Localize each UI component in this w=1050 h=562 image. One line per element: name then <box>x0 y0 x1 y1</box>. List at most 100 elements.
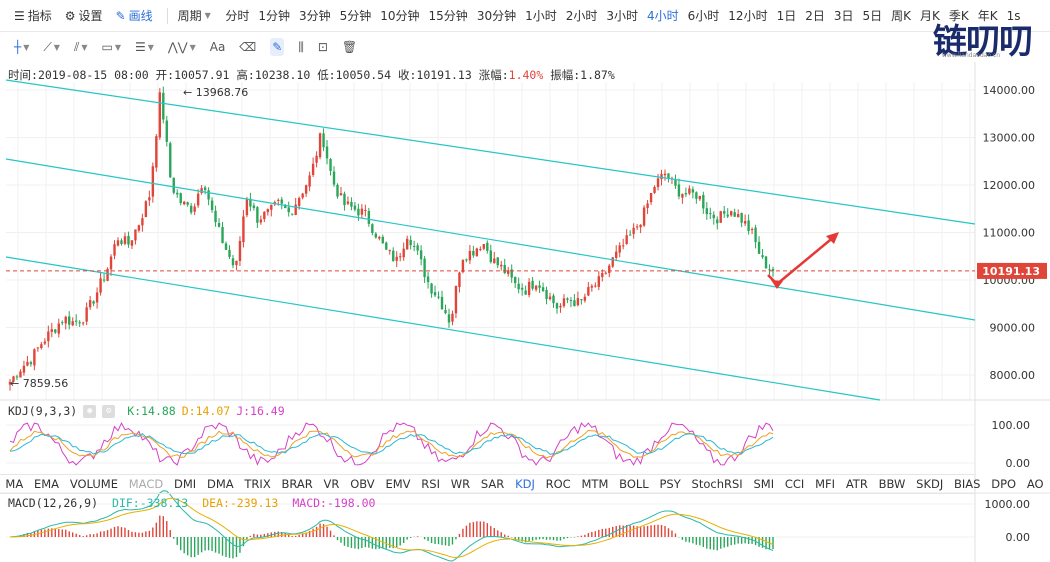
candle-body <box>475 248 479 257</box>
draw-button[interactable]: ✎ 画线 <box>116 7 153 24</box>
gear-icon[interactable]: ⚙ <box>102 404 116 418</box>
period-16[interactable]: 5日 <box>862 9 883 23</box>
period-11[interactable]: 6小时 <box>687 9 720 23</box>
rectangle-tool[interactable]: ▭ ▼ <box>101 40 121 54</box>
indicator-tab-ao[interactable]: AO <box>1026 477 1044 491</box>
indicator-tab-roc[interactable]: ROC <box>545 477 571 491</box>
lock-tool[interactable]: ⊡ <box>318 40 328 54</box>
period-1[interactable]: 1分钟 <box>258 9 290 23</box>
indicator-tab-atr[interactable]: ATR <box>845 477 868 491</box>
indicator-tab-emv[interactable]: EMV <box>385 477 411 491</box>
period-9[interactable]: 3小时 <box>606 9 639 23</box>
candle-body <box>639 224 642 228</box>
draw-mode-tool[interactable]: ✎ <box>270 38 285 56</box>
period-dropdown[interactable]: 周期 ▼ <box>178 7 211 24</box>
indicator-tab-boll[interactable]: BOLL <box>619 477 649 491</box>
indicator-tab-dpo[interactable]: DPO <box>991 477 1017 491</box>
candle-body <box>40 344 43 349</box>
period-4[interactable]: 10分钟 <box>380 9 420 23</box>
ohlc-info: 时间:2019-08-15 08:00 开:10057.91 高:10238.1… <box>8 67 615 83</box>
eye-icon[interactable]: ◉ <box>83 404 97 418</box>
candle-body <box>200 188 203 194</box>
indicator-tab-smi[interactable]: SMI <box>753 477 775 491</box>
candle-body <box>729 211 733 216</box>
period-2[interactable]: 3分钟 <box>298 9 331 23</box>
settings-button[interactable]: ⚙ 设置 <box>65 7 103 24</box>
period-3[interactable]: 5分钟 <box>339 9 372 23</box>
period-0[interactable]: 分时 <box>225 9 250 23</box>
period-15[interactable]: 3日 <box>833 9 854 23</box>
candle-body <box>130 240 134 246</box>
indicator-tab-cci[interactable]: CCI <box>784 477 805 491</box>
text-tool[interactable]: Aa <box>210 40 226 54</box>
candle-body <box>297 197 301 206</box>
indicator-tab-rsi[interactable]: RSI <box>421 477 440 491</box>
period-17[interactable]: 周K <box>891 9 912 23</box>
candle-body <box>573 300 576 307</box>
indicator-tab-brar[interactable]: BRAR <box>281 477 313 491</box>
period-12[interactable]: 12小时 <box>728 9 768 23</box>
candle-body <box>534 285 538 290</box>
candle-body <box>437 296 440 298</box>
fibonacci-tool[interactable]: ☰ ▼ <box>135 40 154 54</box>
candle-body <box>399 256 402 258</box>
indicators-button[interactable]: ☰ 指标 <box>14 7 52 24</box>
indicator-tab-skdj[interactable]: SKDJ <box>916 477 944 491</box>
candle-body <box>531 280 534 289</box>
indicator-tab-dma[interactable]: DMA <box>206 477 234 491</box>
candle-body <box>231 258 235 266</box>
period-19[interactable]: 季K <box>948 9 969 23</box>
parallel-channel-tool[interactable]: ⫽ ▼ <box>74 40 88 55</box>
indicator-tab-stochrsi[interactable]: StochRSI <box>691 477 743 491</box>
period-13[interactable]: 1日 <box>776 9 797 23</box>
wave-tool[interactable]: ⋀⋁ ▼ <box>168 40 196 54</box>
period-8[interactable]: 2小时 <box>565 9 598 23</box>
candle-body <box>144 201 148 218</box>
indicator-tab-bbw[interactable]: BBW <box>878 477 906 491</box>
period-7[interactable]: 1小时 <box>525 9 557 23</box>
indicator-tab-vr[interactable]: VR <box>323 477 340 491</box>
period-6[interactable]: 30分钟 <box>476 9 517 23</box>
indicator-tab-ma[interactable]: MA <box>5 477 24 491</box>
delete-tool[interactable]: 🗑 <box>342 40 357 54</box>
indicator-tab-obv[interactable]: OBV <box>350 477 375 491</box>
indicator-tab-kdj[interactable]: KDJ <box>515 477 535 491</box>
candle-body <box>771 269 775 271</box>
indicator-tab-wr[interactable]: WR <box>450 477 471 491</box>
chevron-down-icon: ▼ <box>114 42 121 52</box>
crosshair-tool[interactable]: ┼ ▼ <box>14 40 29 54</box>
line-tool[interactable]: ⟋ ▼ <box>43 40 60 55</box>
indicator-tab-macd[interactable]: MACD <box>128 477 164 491</box>
indicator-tab-trix[interactable]: TRIX <box>244 477 271 491</box>
indicator-tab-mfi[interactable]: MFI <box>815 477 836 491</box>
indicator-tab-mtm[interactable]: MTM <box>581 477 609 491</box>
period-18[interactable]: 月K <box>920 9 940 23</box>
magnet-tool[interactable]: ⫼ <box>298 40 304 55</box>
period-5[interactable]: 15分钟 <box>428 9 468 23</box>
candle-body <box>29 362 33 365</box>
candle-body <box>412 246 416 248</box>
indicator-tab-psy[interactable]: PSY <box>659 477 681 491</box>
candle-body <box>548 296 552 300</box>
candle-body <box>486 242 489 251</box>
period-14[interactable]: 2日 <box>805 9 825 23</box>
candle-body <box>621 245 625 247</box>
indicator-tab-sar[interactable]: SAR <box>480 477 505 491</box>
macd-dea-value: DEA:-239.13 <box>202 496 279 510</box>
indicator-tab-dmi[interactable]: DMI <box>174 477 197 491</box>
current-price-text: 10191.13 <box>982 265 1040 278</box>
macd-dif-line <box>9 490 774 562</box>
candle-body <box>503 265 506 274</box>
candle-body <box>179 193 182 204</box>
indicator-tab-ema[interactable]: EMA <box>33 477 60 491</box>
period-10[interactable]: 4小时 <box>647 9 679 23</box>
indicator-tab-volume[interactable]: VOLUME <box>69 477 118 491</box>
period-21[interactable]: 1s <box>1006 8 1021 23</box>
candle-body <box>12 376 15 382</box>
eraser-tool[interactable]: ⌫ <box>239 40 256 54</box>
period-20[interactable]: 年K <box>977 9 998 23</box>
candle-body <box>165 120 168 142</box>
indicator-tab-bias[interactable]: BIAS <box>954 477 981 491</box>
candle-body <box>608 265 611 274</box>
